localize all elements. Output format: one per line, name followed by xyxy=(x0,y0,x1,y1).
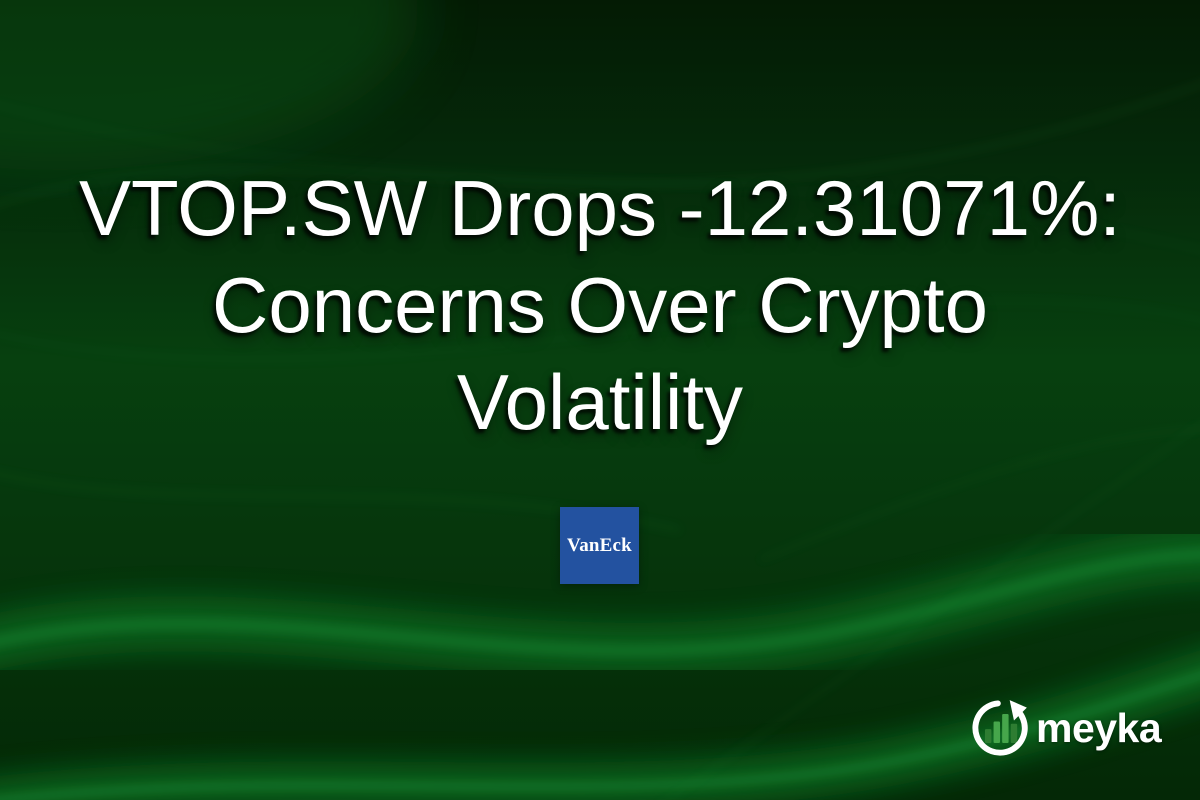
meyka-logo: meyka xyxy=(971,696,1162,760)
meyka-wordmark: meyka xyxy=(1036,704,1162,751)
headline-line-1: VTOP.SW Drops -12.31071%: xyxy=(79,164,1121,252)
vaneck-logo: VanEck xyxy=(560,507,639,584)
vaneck-wordmark: VanEck xyxy=(567,534,632,556)
headline-line-2: Concerns Over Crypto xyxy=(212,261,988,349)
meyka-chart-refresh-icon xyxy=(972,700,1028,756)
headline: VTOP.SW Drops -12.31071%: Concerns Over … xyxy=(0,160,1200,451)
headline-line-3: Volatility xyxy=(456,358,744,446)
